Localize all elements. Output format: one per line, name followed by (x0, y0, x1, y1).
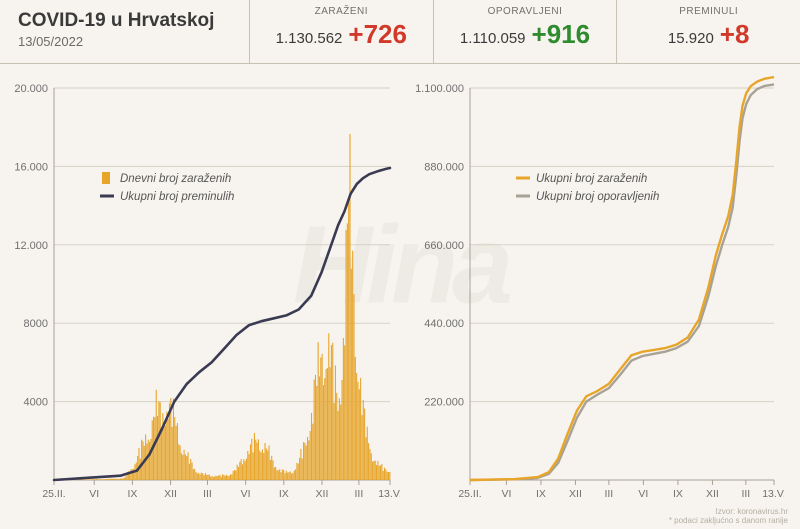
svg-text:VI: VI (89, 488, 99, 500)
svg-text:III: III (203, 488, 212, 500)
svg-text:VI: VI (241, 488, 251, 500)
header: COVID-19 u Hrvatskoj 13/05/2022 ZARAŽENI… (0, 0, 800, 64)
svg-text:1.100.000: 1.100.000 (415, 83, 464, 95)
right-chart-svg: 220.000 440.000 660.000 880.000 1.100.000 25.… (408, 76, 784, 516)
charts-area: 4000 8000 12.000 16.000 20.000 25.II. VI IX XII I… (0, 64, 800, 529)
page-title: COVID-19 u Hrvatskoj (18, 10, 249, 32)
stat-delta: +726 (348, 19, 407, 50)
right-chart: 220.000 440.000 660.000 880.000 1.100.000 25.… (408, 76, 788, 523)
svg-text:13.V.: 13.V. (378, 488, 400, 500)
footer-note: * podaci zakljućno s danom ranije (669, 516, 788, 525)
stat-label: ZARAŽENI (250, 6, 433, 17)
stat-recovered: OPORAVLJENI 1.110.059 +916 (434, 0, 618, 63)
svg-text:III: III (741, 488, 750, 500)
stat-delta: +8 (720, 19, 750, 50)
svg-text:XII: XII (316, 488, 329, 500)
footer-source: Izvor: koronavirus.hr (669, 507, 788, 516)
svg-text:440.000: 440.000 (424, 318, 464, 330)
stat-deaths: PREMINULI 15.920 +8 (617, 0, 800, 63)
svg-text:25.II.: 25.II. (458, 488, 481, 500)
report-date: 13/05/2022 (18, 34, 249, 49)
svg-text:Ukupni broj oporavljenih: Ukupni broj oporavljenih (536, 191, 659, 203)
left-chart: 4000 8000 12.000 16.000 20.000 25.II. VI IX XII I… (4, 76, 400, 523)
svg-text:III: III (604, 488, 613, 500)
svg-text:III: III (355, 488, 364, 500)
svg-text:25.II.: 25.II. (42, 488, 65, 500)
stat-label: OPORAVLJENI (434, 6, 617, 17)
svg-text:Ukupni broj zaraženih: Ukupni broj zaraženih (536, 173, 647, 185)
svg-text:220.000: 220.000 (424, 397, 464, 409)
svg-text:XII: XII (164, 488, 177, 500)
svg-text:Ukupni broj preminulih: Ukupni broj preminulih (120, 191, 234, 203)
svg-text:12.000: 12.000 (14, 240, 48, 252)
svg-text:IX: IX (536, 488, 546, 500)
svg-text:4000: 4000 (24, 397, 48, 409)
svg-text:8000: 8000 (24, 318, 48, 330)
stat-total: 1.110.059 (460, 30, 526, 47)
stat-total: 1.130.562 (276, 30, 343, 47)
title-block: COVID-19 u Hrvatskoj 13/05/2022 (0, 0, 250, 63)
svg-text:IX: IX (673, 488, 683, 500)
svg-text:IX: IX (279, 488, 289, 500)
svg-text:13.V.: 13.V. (762, 488, 784, 500)
svg-text:VI: VI (638, 488, 648, 500)
svg-text:880.000: 880.000 (424, 161, 464, 173)
svg-text:16.000: 16.000 (14, 161, 48, 173)
left-chart-svg: 4000 8000 12.000 16.000 20.000 25.II. VI IX XII I… (4, 76, 400, 516)
svg-text:IX: IX (127, 488, 137, 500)
svg-text:XII: XII (706, 488, 719, 500)
svg-text:660.000: 660.000 (424, 240, 464, 252)
stat-total: 15.920 (668, 30, 714, 47)
svg-text:XII: XII (569, 488, 582, 500)
footer: Izvor: koronavirus.hr * podaci zakljućno… (669, 507, 788, 525)
stat-delta: +916 (532, 19, 591, 50)
stat-label: PREMINULI (617, 6, 800, 17)
svg-text:Dnevni broj zaraženih: Dnevni broj zaraženih (120, 173, 231, 185)
stat-infected: ZARAŽENI 1.130.562 +726 (250, 0, 434, 63)
svg-text:20.000: 20.000 (14, 83, 48, 95)
svg-text:VI: VI (501, 488, 511, 500)
